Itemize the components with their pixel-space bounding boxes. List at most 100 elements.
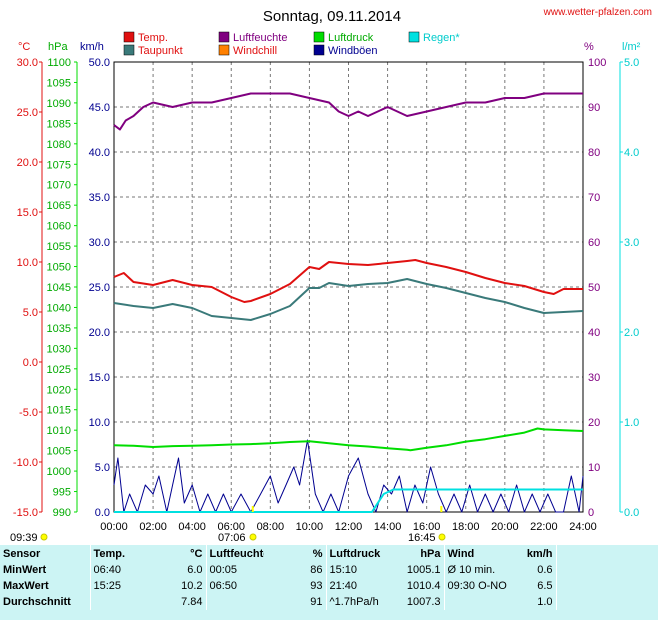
hdr-wind-unit: km/h bbox=[526, 547, 553, 560]
tick-rain: 5.0 bbox=[624, 57, 639, 69]
legend-swatch-windchill bbox=[218, 44, 230, 56]
legend-swatch-temp bbox=[123, 31, 135, 43]
tick-hpa: 1095 bbox=[47, 77, 71, 89]
unit-pct: % bbox=[584, 41, 594, 53]
series-line-taupunkt bbox=[113, 278, 584, 321]
tick-hpa: 1055 bbox=[47, 241, 71, 253]
tick-hpa: 1040 bbox=[47, 302, 71, 314]
unit-kmh: km/h bbox=[80, 41, 104, 53]
tick-hpa: 1025 bbox=[47, 364, 71, 376]
chart-axes: 30.0 25.0 20.0 15.0 10.0 5.0 0.0 -5.0 -10.0 -15.0… bbox=[13, 57, 639, 533]
tick-celsius: 25.0 bbox=[17, 107, 38, 119]
tick-hpa: 1080 bbox=[47, 139, 71, 151]
unit-rain: l/m² bbox=[622, 41, 641, 53]
tick-hpa: 1090 bbox=[47, 98, 71, 110]
tick-kmh: 30.0 bbox=[89, 237, 110, 249]
legend-luftfeuchte: Luftfeuchte bbox=[233, 32, 287, 44]
tick-pct: 30 bbox=[588, 372, 600, 384]
tick-hpa: 1035 bbox=[47, 323, 71, 335]
hdr-feuchte: Luftfeuchte bbox=[205, 545, 264, 562]
stats-row-min: MinWert 06:40 6.0 00:05 86 15:10 1005.1 … bbox=[0, 562, 658, 578]
legend-luftdruck: Luftdruck bbox=[328, 32, 374, 44]
legend-swatch-windboeen bbox=[313, 44, 325, 56]
tick-celsius: 15.0 bbox=[17, 207, 38, 219]
chart-title: Sonntag, 09.11.2014 bbox=[263, 8, 401, 25]
tick-hpa: 1050 bbox=[47, 262, 71, 274]
tick-hpa: 1075 bbox=[47, 159, 71, 171]
moonset-time: 09:39 bbox=[10, 532, 38, 544]
moon-icon bbox=[40, 533, 48, 541]
tick-hpa: 1100 bbox=[47, 57, 71, 69]
tick-time: 24:00 bbox=[569, 521, 597, 533]
legend-swatch-taupunkt bbox=[123, 44, 135, 56]
legend-taupunkt: Taupunkt bbox=[138, 45, 183, 57]
tick-rain: 3.0 bbox=[624, 237, 639, 249]
tick-time: 22:00 bbox=[530, 521, 558, 533]
sun-markers: 09:39 07:06 16:45 bbox=[10, 532, 446, 544]
legend: Temp. Taupunkt Luftfeuchte Windchill Luf… bbox=[123, 31, 460, 57]
site-link[interactable]: www.wetter-pfalzen.com bbox=[543, 7, 652, 18]
sunrise-time: 07:06 bbox=[218, 532, 246, 544]
series-line-regen bbox=[114, 488, 583, 513]
stats-panel: Sensor Temp. °C Luftfeuchte % Luftdruck … bbox=[0, 545, 658, 620]
tick-pct: 60 bbox=[588, 237, 600, 249]
weather-chart: 30.0 25.0 20.0 15.0 10.0 5.0 0.0 -5.0 -10.0 -15.0… bbox=[10, 7, 652, 544]
hdr-temp: Temp. bbox=[89, 545, 148, 562]
tick-hpa: 1045 bbox=[47, 282, 71, 294]
tick-celsius: -15.0 bbox=[13, 507, 38, 519]
tick-kmh: 25.0 bbox=[89, 282, 110, 294]
tick-rain: 2.0 bbox=[624, 327, 639, 339]
tick-kmh: 20.0 bbox=[89, 327, 110, 339]
hdr-sensor: Sensor bbox=[3, 547, 41, 560]
tick-pct: 80 bbox=[588, 147, 600, 159]
legend-temp: Temp. bbox=[138, 32, 168, 44]
tick-kmh: 10.0 bbox=[89, 417, 110, 429]
unit-hpa: hPa bbox=[48, 41, 68, 53]
tick-hpa: 1000 bbox=[47, 466, 71, 478]
tick-pct: 20 bbox=[588, 417, 600, 429]
legend-swatch-luftdruck bbox=[313, 31, 325, 43]
tick-time: 04:00 bbox=[178, 521, 206, 533]
stats-row-avg: Durchschnitt 7.84 91 ^1.7hPa/h 1007.3 1.… bbox=[0, 594, 658, 610]
tick-celsius: 30.0 bbox=[17, 57, 38, 69]
hdr-temp-unit: °C bbox=[190, 547, 203, 560]
tick-kmh: 40.0 bbox=[89, 147, 110, 159]
tick-time: 00:00 bbox=[100, 521, 128, 533]
tick-hpa: 990 bbox=[53, 507, 71, 519]
tick-hpa: 1020 bbox=[47, 384, 71, 396]
tick-celsius: -5.0 bbox=[19, 407, 38, 419]
tick-hpa: 1005 bbox=[47, 446, 71, 458]
chart-series bbox=[113, 92, 584, 513]
tick-time: 16:00 bbox=[413, 521, 441, 533]
tick-time: 08:00 bbox=[257, 521, 285, 533]
tick-time: 10:00 bbox=[296, 521, 324, 533]
tick-pct: 90 bbox=[588, 102, 600, 114]
series-line-luftdruck bbox=[113, 427, 584, 452]
tick-hpa: 1010 bbox=[47, 425, 71, 437]
hdr-feuchte-unit: % bbox=[312, 547, 323, 560]
series-line-temp bbox=[113, 259, 583, 303]
stats-row-max: MaxWert 15:25 10.2 06:50 93 21:40 1010.4… bbox=[0, 578, 658, 594]
stats-header-row: Sensor Temp. °C Luftfeuchte % Luftdruck … bbox=[0, 545, 658, 562]
unit-celsius: °C bbox=[18, 41, 30, 53]
tick-pct: 10 bbox=[588, 462, 600, 474]
tick-pct: 40 bbox=[588, 327, 600, 339]
tick-time: 02:00 bbox=[139, 521, 167, 533]
tick-kmh: 15.0 bbox=[89, 372, 110, 384]
legend-swatch-luftfeuchte bbox=[218, 31, 230, 43]
legend-windboeen: Windböen bbox=[328, 45, 378, 57]
tick-hpa: 1085 bbox=[47, 118, 71, 130]
series-line-luftfeuchte bbox=[113, 92, 583, 131]
tick-celsius: 20.0 bbox=[17, 157, 38, 169]
series-line-windben bbox=[113, 439, 584, 513]
tick-time: 20:00 bbox=[491, 521, 519, 533]
tick-celsius: 0.0 bbox=[23, 357, 38, 369]
tick-pct: 70 bbox=[588, 192, 600, 204]
hdr-druck: Luftdruck bbox=[325, 545, 390, 562]
sunrise-icon bbox=[249, 533, 257, 541]
tick-hpa: 995 bbox=[53, 487, 71, 499]
tick-rain: 4.0 bbox=[624, 147, 639, 159]
legend-windchill: Windchill bbox=[233, 45, 277, 57]
tick-hpa: 1065 bbox=[47, 200, 71, 212]
tick-celsius: -10.0 bbox=[13, 457, 38, 469]
